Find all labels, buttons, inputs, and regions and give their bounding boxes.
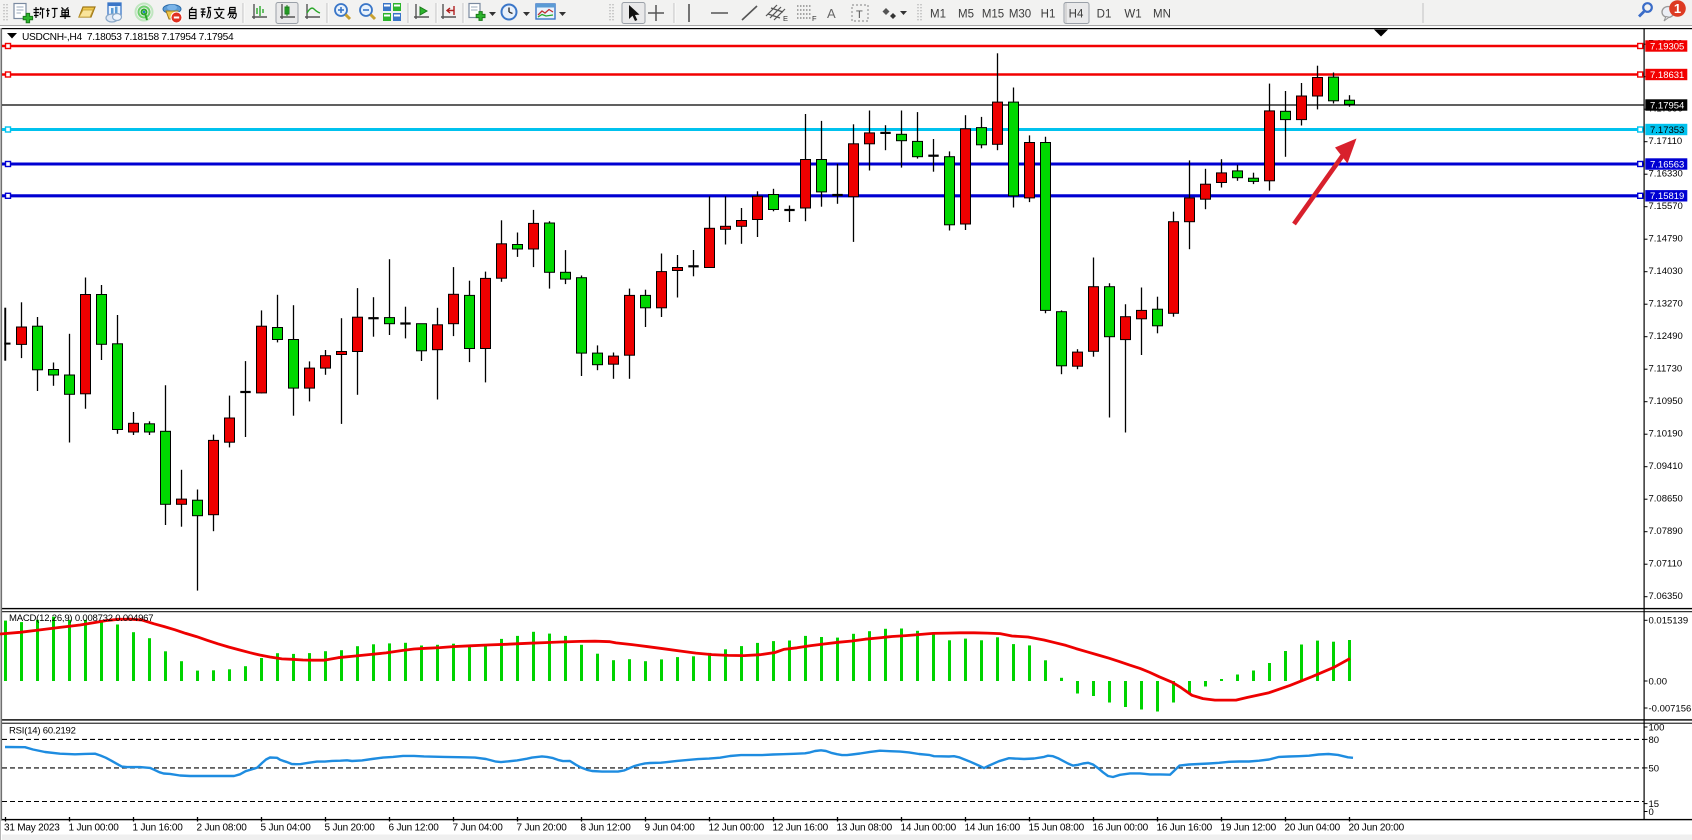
svg-text:12 Jun 16:00: 12 Jun 16:00 (773, 823, 829, 834)
svg-text:7.07890: 7.07890 (1649, 526, 1683, 537)
svg-text:A: A (827, 6, 836, 21)
svg-text:W1: W1 (1124, 9, 1141, 21)
svg-text:7.19305: 7.19305 (1650, 41, 1684, 52)
svg-text:0.00: 0.00 (1649, 676, 1668, 687)
svg-text:9 Jun 04:00: 9 Jun 04:00 (645, 823, 696, 834)
svg-text:7 Jun 04:00: 7 Jun 04:00 (453, 823, 504, 834)
svg-text:7.10190: 7.10190 (1649, 428, 1683, 439)
svg-text:F: F (812, 14, 817, 23)
svg-text:M5: M5 (958, 9, 974, 21)
svg-text:7.16330: 7.16330 (1649, 168, 1683, 179)
svg-text:7.06350: 7.06350 (1649, 591, 1683, 602)
svg-text:0.015139: 0.015139 (1649, 616, 1689, 627)
svg-text:80: 80 (1649, 735, 1660, 746)
svg-text:31 May 2023: 31 May 2023 (4, 823, 60, 834)
svg-text:19 Jun 12:00: 19 Jun 12:00 (1221, 823, 1277, 834)
svg-text:1 Jun 00:00: 1 Jun 00:00 (69, 823, 120, 834)
svg-text:M30: M30 (1009, 9, 1031, 21)
svg-text:0: 0 (1649, 807, 1654, 818)
svg-text:7.11730: 7.11730 (1649, 363, 1683, 374)
svg-text:MN: MN (1153, 9, 1171, 21)
svg-text:7.09410: 7.09410 (1649, 461, 1683, 472)
svg-text:12 Jun 00:00: 12 Jun 00:00 (709, 823, 765, 834)
svg-text:7 Jun 20:00: 7 Jun 20:00 (517, 823, 568, 834)
svg-text:7.08650: 7.08650 (1649, 493, 1683, 504)
svg-text:1: 1 (1674, 1, 1681, 16)
svg-text:14 Jun 00:00: 14 Jun 00:00 (901, 823, 957, 834)
svg-text:7.17110: 7.17110 (1649, 136, 1683, 147)
svg-text:7.15819: 7.15819 (1650, 191, 1684, 202)
svg-text:H1: H1 (1041, 9, 1056, 21)
svg-text:16 Jun 16:00: 16 Jun 16:00 (1157, 823, 1213, 834)
svg-text:7.12490: 7.12490 (1649, 331, 1683, 342)
svg-text:6 Jun 12:00: 6 Jun 12:00 (389, 823, 440, 834)
svg-text:D1: D1 (1097, 9, 1112, 21)
svg-text:16 Jun 00:00: 16 Jun 00:00 (1093, 823, 1149, 834)
svg-text:2 Jun 08:00: 2 Jun 08:00 (197, 823, 248, 834)
svg-text:T: T (856, 9, 863, 21)
svg-text:7.14030: 7.14030 (1649, 266, 1683, 277)
svg-text:50: 50 (1649, 763, 1660, 774)
svg-text:100: 100 (1649, 722, 1665, 733)
svg-text:7.14790: 7.14790 (1649, 233, 1683, 244)
svg-text:7.15570: 7.15570 (1649, 201, 1683, 212)
svg-text:7.10950: 7.10950 (1649, 396, 1683, 407)
svg-text:5 Jun 20:00: 5 Jun 20:00 (325, 823, 376, 834)
svg-text:15 Jun 08:00: 15 Jun 08:00 (1029, 823, 1085, 834)
svg-text:7.17954: 7.17954 (1650, 100, 1684, 111)
svg-text:USDCNH-,H4 7.18053 7.18158 7.: USDCNH-,H4 7.18053 7.18158 7.17954 7.179… (22, 32, 234, 43)
svg-text:7.16563: 7.16563 (1650, 159, 1684, 170)
svg-text:13 Jun 08:00: 13 Jun 08:00 (837, 823, 893, 834)
svg-text:RSI(14) 60.2192: RSI(14) 60.2192 (9, 726, 76, 737)
svg-text:5 Jun 04:00: 5 Jun 04:00 (261, 823, 312, 834)
svg-text:MACD(12,26,9) 0.008732 0.00496: MACD(12,26,9) 0.008732 0.004967 (9, 613, 153, 624)
svg-text:20 Jun 04:00: 20 Jun 04:00 (1285, 823, 1341, 834)
svg-text:14 Jun 16:00: 14 Jun 16:00 (965, 823, 1021, 834)
svg-text:15: 15 (1649, 799, 1660, 810)
svg-text:E: E (783, 14, 788, 23)
svg-text:7.07110: 7.07110 (1649, 558, 1683, 569)
svg-text:7.18631: 7.18631 (1650, 70, 1684, 81)
svg-text:20 Jun 20:00: 20 Jun 20:00 (1349, 823, 1405, 834)
svg-text:M15: M15 (982, 9, 1004, 21)
svg-text:M1: M1 (930, 9, 946, 21)
svg-text:1 Jun 16:00: 1 Jun 16:00 (133, 823, 184, 834)
svg-text:7.17353: 7.17353 (1650, 125, 1684, 136)
svg-text:-0.007156: -0.007156 (1649, 703, 1692, 714)
svg-text:8 Jun 12:00: 8 Jun 12:00 (581, 823, 632, 834)
svg-text:H4: H4 (1069, 9, 1084, 21)
svg-text:7.13270: 7.13270 (1649, 298, 1683, 309)
